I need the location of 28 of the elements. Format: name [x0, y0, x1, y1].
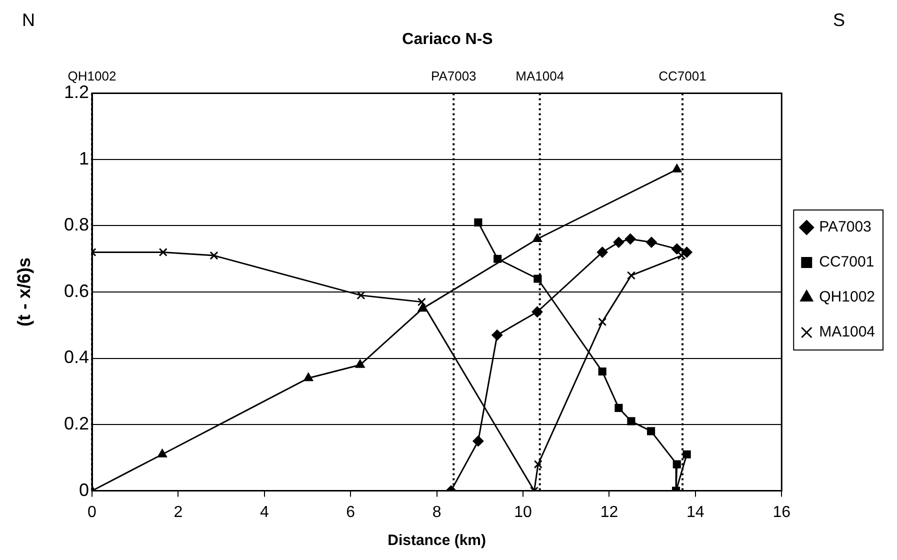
y-tick-label: 1 [78, 148, 89, 168]
ref-line-label: MA1004 [516, 68, 564, 84]
x-tick-label: 16 [772, 504, 791, 521]
text: S [832, 10, 845, 30]
legend-label: CC7001 [819, 254, 874, 271]
ref-line-label: CC7001 [658, 68, 706, 84]
y-tick-label: 0 [78, 480, 89, 500]
x-tick-label: 6 [346, 504, 356, 521]
legend-label: PA7003 [819, 218, 872, 236]
x-tick-label: 12 [600, 504, 618, 521]
y-axis-title: (t - x/6)s [14, 257, 34, 327]
y-tick-label: 0.8 [64, 214, 89, 235]
y-tick-label: 0.4 [64, 347, 89, 368]
text: N [22, 10, 35, 30]
ref-line-label: QH1002 [68, 68, 116, 84]
y-tick-label: 0.6 [64, 280, 89, 301]
chart-title: Cariaco N-S [402, 31, 494, 48]
ref-line-label: PA7003 [430, 68, 476, 84]
legend-label: MA1004 [819, 324, 876, 341]
x-tick-label: 2 [174, 504, 183, 521]
y-tick-label: 1.2 [64, 82, 89, 102]
legend-label: QH1002 [819, 288, 876, 306]
x-tick-label: 8 [432, 504, 442, 521]
x-tick-label: 4 [260, 504, 269, 521]
y-tick-label: 0.2 [64, 414, 89, 434]
x-tick-label: 14 [686, 504, 704, 521]
x-axis-title: Distance (km) [388, 532, 486, 550]
x-tick-label: 10 [514, 504, 532, 521]
